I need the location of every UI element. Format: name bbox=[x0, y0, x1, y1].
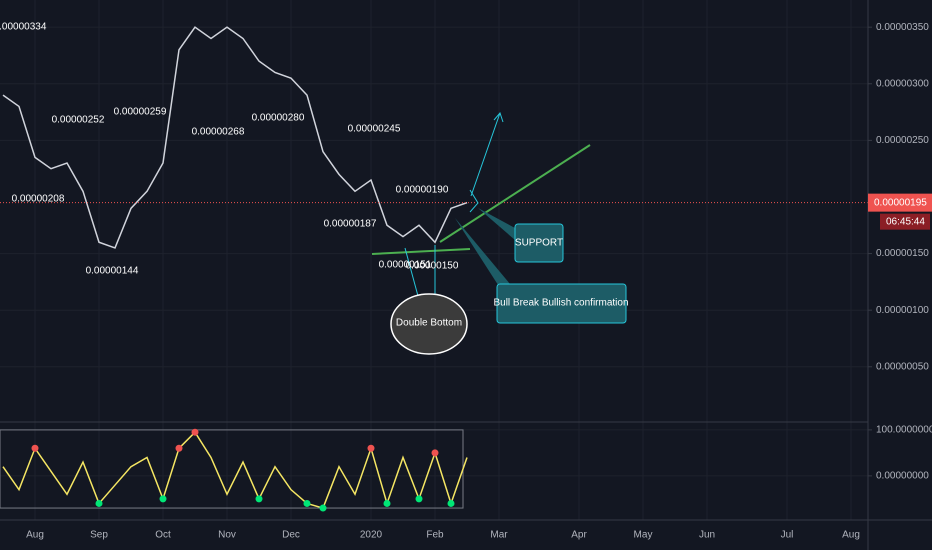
annotation: 0.00000208 bbox=[12, 194, 65, 205]
osc-peak bbox=[175, 444, 183, 452]
oscillator-line bbox=[2, 430, 468, 509]
osc-trough bbox=[383, 499, 391, 507]
x-tick-label: Feb bbox=[426, 530, 444, 541]
y-tick-label: 0.00000050 bbox=[876, 361, 929, 372]
callout-pointer bbox=[478, 208, 515, 240]
osc-trough bbox=[159, 495, 167, 503]
price-line bbox=[2, 26, 468, 249]
annotation: 0.00000151 bbox=[379, 260, 432, 271]
osc-trough bbox=[303, 499, 311, 507]
support-line bbox=[371, 248, 471, 255]
osc-trough bbox=[415, 495, 423, 503]
annotation: 0.00000280 bbox=[252, 113, 305, 124]
annotation: 0.00000245 bbox=[348, 124, 401, 135]
arrow-head bbox=[493, 112, 504, 123]
y-tick-label: 0.00000000 bbox=[876, 471, 929, 482]
x-tick-label: Jun bbox=[699, 530, 715, 541]
annotation: 0.00000190 bbox=[396, 185, 449, 196]
callout-pointer bbox=[455, 218, 515, 290]
y-tick-label: 0.00000350 bbox=[876, 22, 929, 33]
annotation: 0.00000144 bbox=[86, 266, 139, 277]
x-tick-label: Sep bbox=[90, 530, 108, 541]
x-tick-label: Oct bbox=[155, 530, 171, 541]
y-tick-label: 0.00000250 bbox=[876, 135, 929, 146]
y-tick-label: 0.00000100 bbox=[876, 305, 929, 316]
annotation: 0.00000150 bbox=[406, 261, 459, 272]
osc-peak bbox=[191, 428, 199, 436]
annotation: 0.00000252 bbox=[52, 115, 105, 126]
osc-peak bbox=[367, 444, 375, 452]
osc-trough bbox=[319, 504, 327, 512]
annotation: 0.00000259 bbox=[114, 107, 167, 118]
callout-ellipse bbox=[390, 293, 468, 355]
annotation: 0.00000334 bbox=[0, 22, 47, 33]
callout bbox=[496, 283, 627, 324]
annotation: SUPPORT bbox=[515, 238, 563, 249]
osc-trough bbox=[447, 499, 455, 507]
y-tick-label: 0.00000300 bbox=[876, 78, 929, 89]
x-tick-label: Aug bbox=[26, 530, 44, 541]
x-tick-label: Jul bbox=[781, 530, 794, 541]
overlay: 0.00000334 0.00000252 0.00000259 0.00000268… bbox=[0, 22, 629, 329]
annotation: Double Bottom bbox=[396, 318, 462, 329]
annotation: Bull Break Bullish confirmation bbox=[493, 298, 628, 309]
arrow-head bbox=[469, 189, 479, 213]
annotation: 0.00000187 bbox=[324, 219, 377, 230]
osc-peak bbox=[431, 449, 439, 457]
osc-trough bbox=[255, 495, 263, 503]
x-tick-label: 2020 bbox=[360, 530, 383, 541]
x-tick-label: Nov bbox=[218, 530, 236, 541]
x-tick-label: Dec bbox=[282, 530, 300, 541]
annotation: 0.00000268 bbox=[192, 127, 245, 138]
trend-line bbox=[439, 144, 591, 243]
x-tick-label: Aug bbox=[842, 530, 860, 541]
price-tag-label: 0.00000195 bbox=[874, 197, 927, 208]
price-tag bbox=[868, 193, 932, 212]
countdown-label: 06:45:44 bbox=[886, 216, 925, 227]
y-tick-label: 0.00000150 bbox=[876, 248, 929, 259]
osc-trough bbox=[95, 499, 103, 507]
x-tick-label: Apr bbox=[571, 530, 587, 541]
osc-peak bbox=[31, 444, 39, 452]
pointer bbox=[404, 247, 419, 297]
countdown-tag bbox=[880, 213, 930, 230]
x-tick-label: Mar bbox=[490, 530, 508, 541]
x-tick-label: May bbox=[634, 530, 653, 541]
callout bbox=[514, 223, 564, 263]
plot bbox=[0, 26, 868, 512]
arrow bbox=[470, 112, 501, 197]
y-tick-label: 100.00000000 bbox=[876, 425, 932, 436]
